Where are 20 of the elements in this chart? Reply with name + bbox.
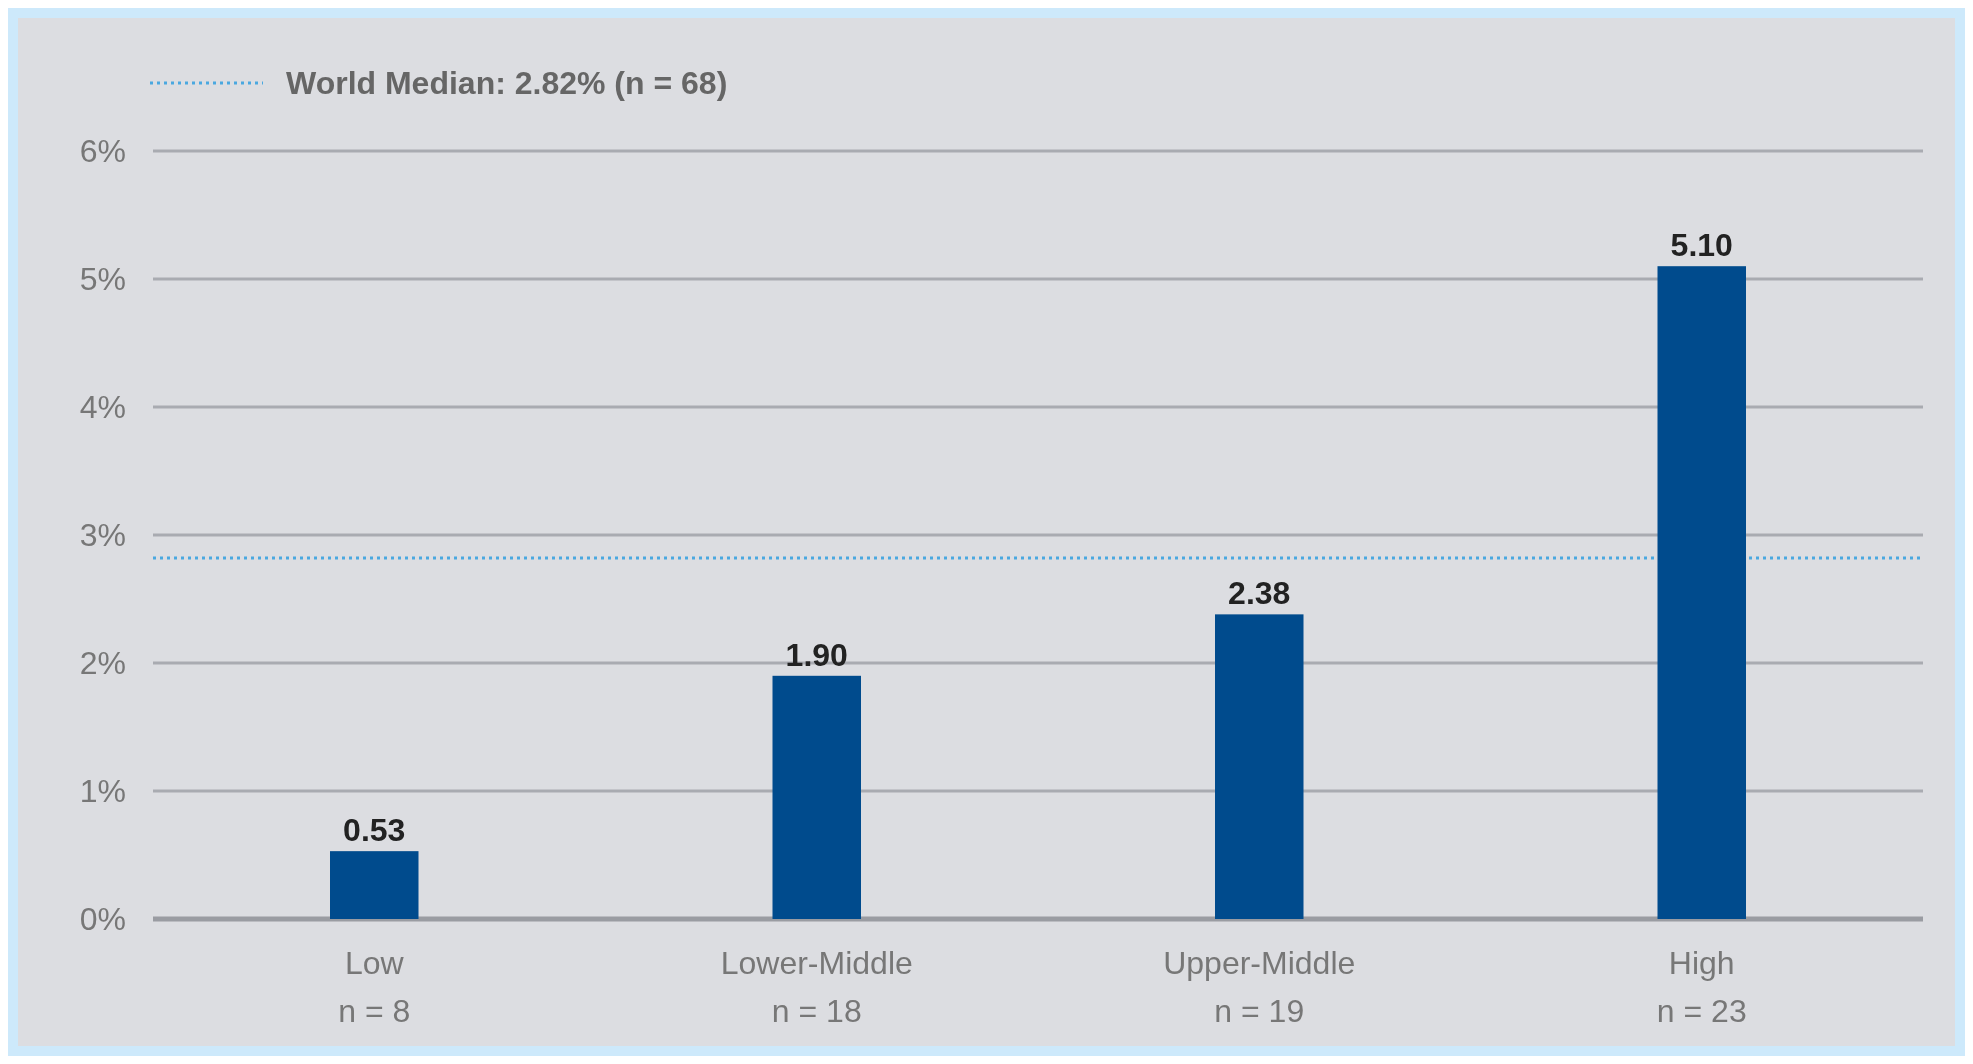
data-label: 5.10 (1670, 227, 1733, 264)
data-label: 0.53 (343, 812, 406, 849)
legend-label: World Median: 2.82% (n = 68) (286, 65, 728, 102)
bar (1215, 614, 1304, 919)
x-tick-label: Lower-Middle n = 18 (720, 945, 913, 1029)
x-tick-label: High n = 23 (1656, 945, 1747, 1029)
x-tick-label: Low n = 8 (338, 945, 411, 1029)
bar (1657, 266, 1746, 919)
data-label: 2.38 (1228, 575, 1291, 612)
data-label: 1.90 (785, 636, 848, 673)
y-tick-label: 6% (79, 133, 126, 170)
y-tick-label: 4% (79, 389, 126, 426)
x-tick-label: Upper-Middle n = 19 (1163, 945, 1356, 1029)
y-tick-label: 0% (79, 901, 126, 938)
y-tick-label: 3% (79, 517, 126, 554)
bar (772, 675, 861, 919)
y-tick-label: 5% (79, 261, 126, 298)
y-tick-label: 1% (79, 773, 126, 810)
y-tick-label: 2% (79, 645, 126, 682)
bar (330, 851, 419, 919)
